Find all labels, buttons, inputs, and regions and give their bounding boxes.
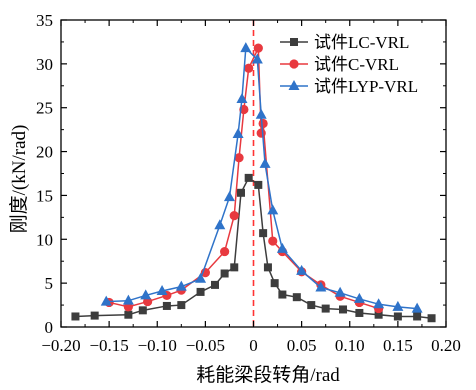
data-point — [355, 308, 364, 317]
data-point — [321, 304, 330, 313]
data-point — [240, 42, 252, 53]
x-tick-label: 0.05 — [287, 336, 317, 355]
y-tick-label: 5 — [45, 274, 54, 293]
data-point — [254, 180, 263, 189]
x-tick-label: 0.15 — [383, 336, 413, 355]
data-point — [251, 53, 263, 64]
data-point — [268, 236, 278, 246]
data-point — [253, 43, 263, 53]
data-point — [276, 242, 288, 253]
data-point — [156, 285, 168, 296]
data-point — [373, 298, 385, 309]
legend-marker — [290, 38, 298, 46]
data-point — [413, 312, 422, 321]
y-tick-label: 20 — [36, 143, 53, 162]
data-point — [196, 287, 205, 296]
data-point — [267, 204, 279, 215]
data-point — [244, 63, 254, 73]
legend-label: 试件C-VRL — [314, 55, 399, 74]
data-point — [292, 293, 301, 302]
x-tick-label: −0.15 — [89, 336, 128, 355]
x-tick-label: 0.10 — [335, 336, 365, 355]
y-axis-title: 刚度/(kN/rad) — [8, 125, 30, 234]
data-point — [220, 269, 229, 278]
data-point — [234, 153, 244, 163]
data-point — [307, 301, 316, 310]
data-point — [138, 306, 147, 315]
x-tick-label: −0.10 — [138, 336, 177, 355]
data-point — [214, 219, 226, 230]
data-point — [122, 294, 134, 305]
y-tick-label: 0 — [45, 318, 54, 337]
data-point — [334, 286, 346, 297]
legend-label: 试件LC-VRL — [314, 33, 409, 52]
data-point — [100, 295, 112, 306]
data-point — [256, 128, 266, 138]
data-point — [195, 272, 207, 283]
legend: 试件LC-VRL 试件C-VRL 试件LYP-VRL — [280, 33, 418, 96]
x-axis-title: 耗能梁段转角/rad — [196, 364, 340, 386]
data-point — [255, 108, 267, 119]
data-point — [244, 173, 253, 182]
data-point — [296, 264, 308, 275]
data-point — [259, 229, 268, 238]
series-3 — [100, 42, 423, 313]
data-point — [90, 311, 99, 320]
data-point — [258, 118, 268, 129]
data-point — [124, 310, 133, 319]
data-point — [339, 305, 348, 314]
data-point — [177, 301, 186, 310]
data-point — [278, 290, 287, 299]
data-point — [315, 281, 327, 292]
series-1 — [71, 173, 436, 323]
data-point — [175, 280, 187, 291]
data-point — [353, 292, 365, 303]
data-point — [211, 280, 219, 289]
data-point — [220, 246, 230, 257]
legend-marker — [288, 80, 300, 90]
data-point — [232, 128, 244, 139]
data-point — [259, 157, 271, 168]
legend-marker — [289, 59, 299, 69]
x-tick-label: −0.20 — [41, 336, 80, 355]
y-tick-label: 25 — [36, 99, 53, 118]
legend-entry: 试件LC-VRL — [280, 33, 409, 52]
y-tick-label: 15 — [36, 186, 53, 205]
data-point — [374, 310, 383, 319]
data-point — [230, 263, 239, 272]
data-point — [236, 92, 248, 103]
data-point — [270, 279, 279, 288]
legend-entry: 试件LYP-VRL — [280, 77, 418, 96]
x-tick-label: 0.20 — [431, 336, 461, 355]
data-point — [223, 191, 235, 202]
data-point — [411, 302, 423, 313]
legend-label: 试件LYP-VRL — [314, 77, 418, 96]
series-layer — [71, 42, 436, 323]
data-point — [263, 263, 272, 272]
y-tick-label: 10 — [36, 230, 53, 249]
data-point — [427, 314, 436, 323]
y-tick-label: 35 — [36, 11, 53, 30]
x-tick-label: 0 — [249, 336, 258, 355]
data-point — [236, 188, 245, 197]
data-point — [392, 300, 404, 311]
data-point — [140, 289, 152, 300]
data-point — [71, 312, 80, 321]
y-tick-label: 30 — [36, 55, 53, 74]
axes: −0.20 −0.15 −0.10 −0.05 0 0.05 0.10 0.15 0.20 0 5 1… — [36, 11, 461, 355]
data-point — [162, 301, 171, 310]
data-point — [393, 312, 402, 321]
x-tick-label: −0.05 — [186, 336, 225, 355]
data-point — [229, 211, 239, 221]
legend-entry: 试件C-VRL — [280, 55, 399, 74]
